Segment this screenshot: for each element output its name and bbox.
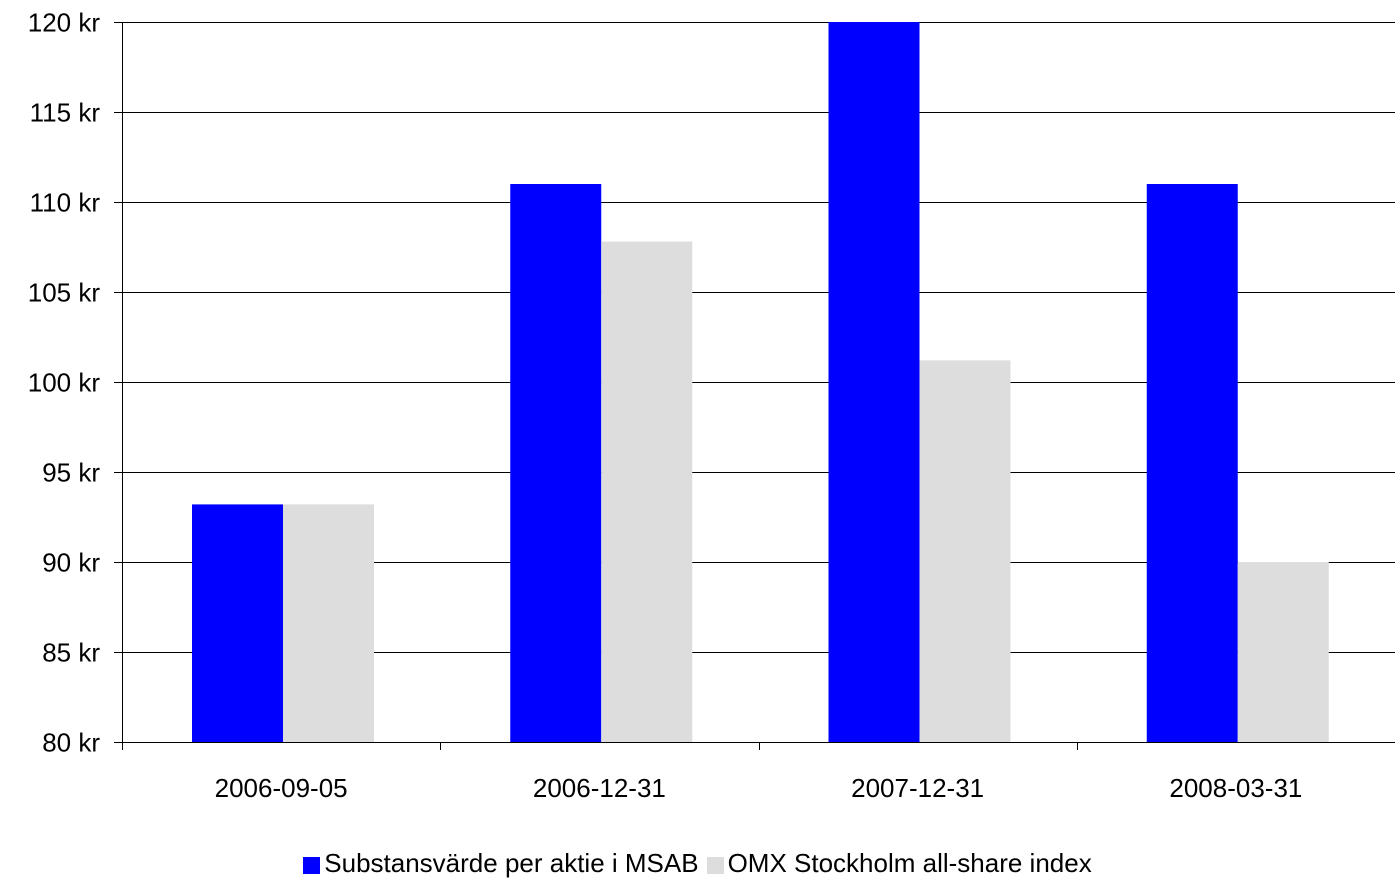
x-tick-label: 2006-12-31 — [533, 773, 666, 803]
bar — [510, 184, 602, 742]
bar — [919, 360, 1011, 742]
bar — [1237, 562, 1329, 742]
legend-swatch-msab — [303, 856, 321, 874]
y-tick-label: 90 kr — [42, 548, 100, 578]
axes — [114, 22, 1395, 750]
legend: Substansvärde per aktie i MSAB OMX Stock… — [0, 845, 1395, 881]
bar — [828, 22, 920, 742]
y-tick-label: 115 kr — [30, 98, 101, 128]
bar — [283, 504, 374, 742]
chart-svg: 80 kr 85 kr 90 kr 95 kr 100 kr 105 kr 110 kr 11… — [28, 8, 1395, 803]
bar — [1146, 184, 1238, 742]
y-tick-label: 80 kr — [42, 728, 100, 758]
y-tick-label: 100 kr — [28, 368, 101, 398]
bar — [601, 241, 693, 742]
x-tick-label: 2007-12-31 — [851, 773, 984, 803]
y-tick-label: 95 kr — [42, 458, 100, 488]
y-tick-labels: 80 kr 85 kr 90 kr 95 kr 100 kr 105 kr 110 kr 11… — [28, 8, 101, 758]
bars — [192, 22, 1329, 742]
y-tick-label: 120 kr — [28, 8, 101, 38]
y-tick-label: 85 kr — [42, 638, 100, 668]
legend-label-msab: Substansvärde per aktie i MSAB — [324, 847, 699, 878]
y-tick-label: 105 kr — [28, 278, 101, 308]
x-tick-label: 2008-03-31 — [1169, 773, 1302, 803]
x-tick-label: 2006-09-05 — [215, 773, 348, 803]
legend-item-msab: Substansvärde per aktie i MSAB — [303, 847, 699, 879]
legend-label-omx: OMX Stockholm all-share index — [727, 847, 1092, 878]
bar — [192, 504, 283, 742]
legend-swatch-omx — [706, 856, 724, 874]
legend-item-omx: OMX Stockholm all-share index — [706, 847, 1092, 879]
x-tick-labels: 2006-09-05 2006-12-31 2007-12-31 2008-03-31 — [215, 773, 1303, 803]
y-tick-label: 110 kr — [30, 188, 101, 218]
